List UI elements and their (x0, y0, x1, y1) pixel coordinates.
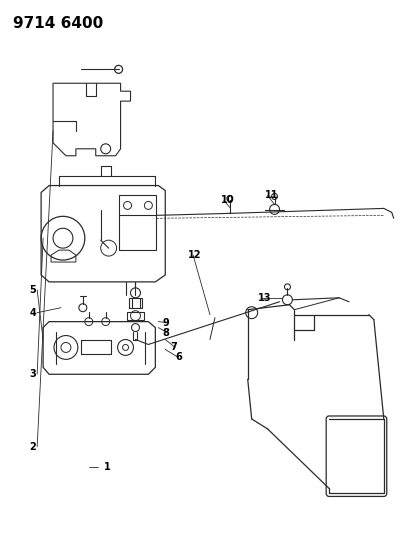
Text: 4: 4 (29, 308, 36, 318)
Text: 10: 10 (221, 196, 234, 205)
Bar (127, 312, 144, 320)
Text: 9714 6400: 9714 6400 (13, 15, 104, 31)
Text: 6: 6 (175, 352, 182, 362)
Text: 1: 1 (104, 462, 111, 472)
Text: 12: 12 (188, 250, 202, 260)
Text: 2: 2 (29, 442, 36, 452)
Text: 13: 13 (258, 293, 271, 303)
Text: 9: 9 (162, 318, 169, 328)
Bar (119, 196, 156, 250)
Text: 3: 3 (29, 369, 36, 379)
Text: 5: 5 (29, 285, 36, 295)
Text: 11: 11 (265, 190, 278, 200)
Text: 8: 8 (162, 328, 169, 337)
Text: 7: 7 (170, 342, 177, 352)
Bar (129, 298, 143, 308)
